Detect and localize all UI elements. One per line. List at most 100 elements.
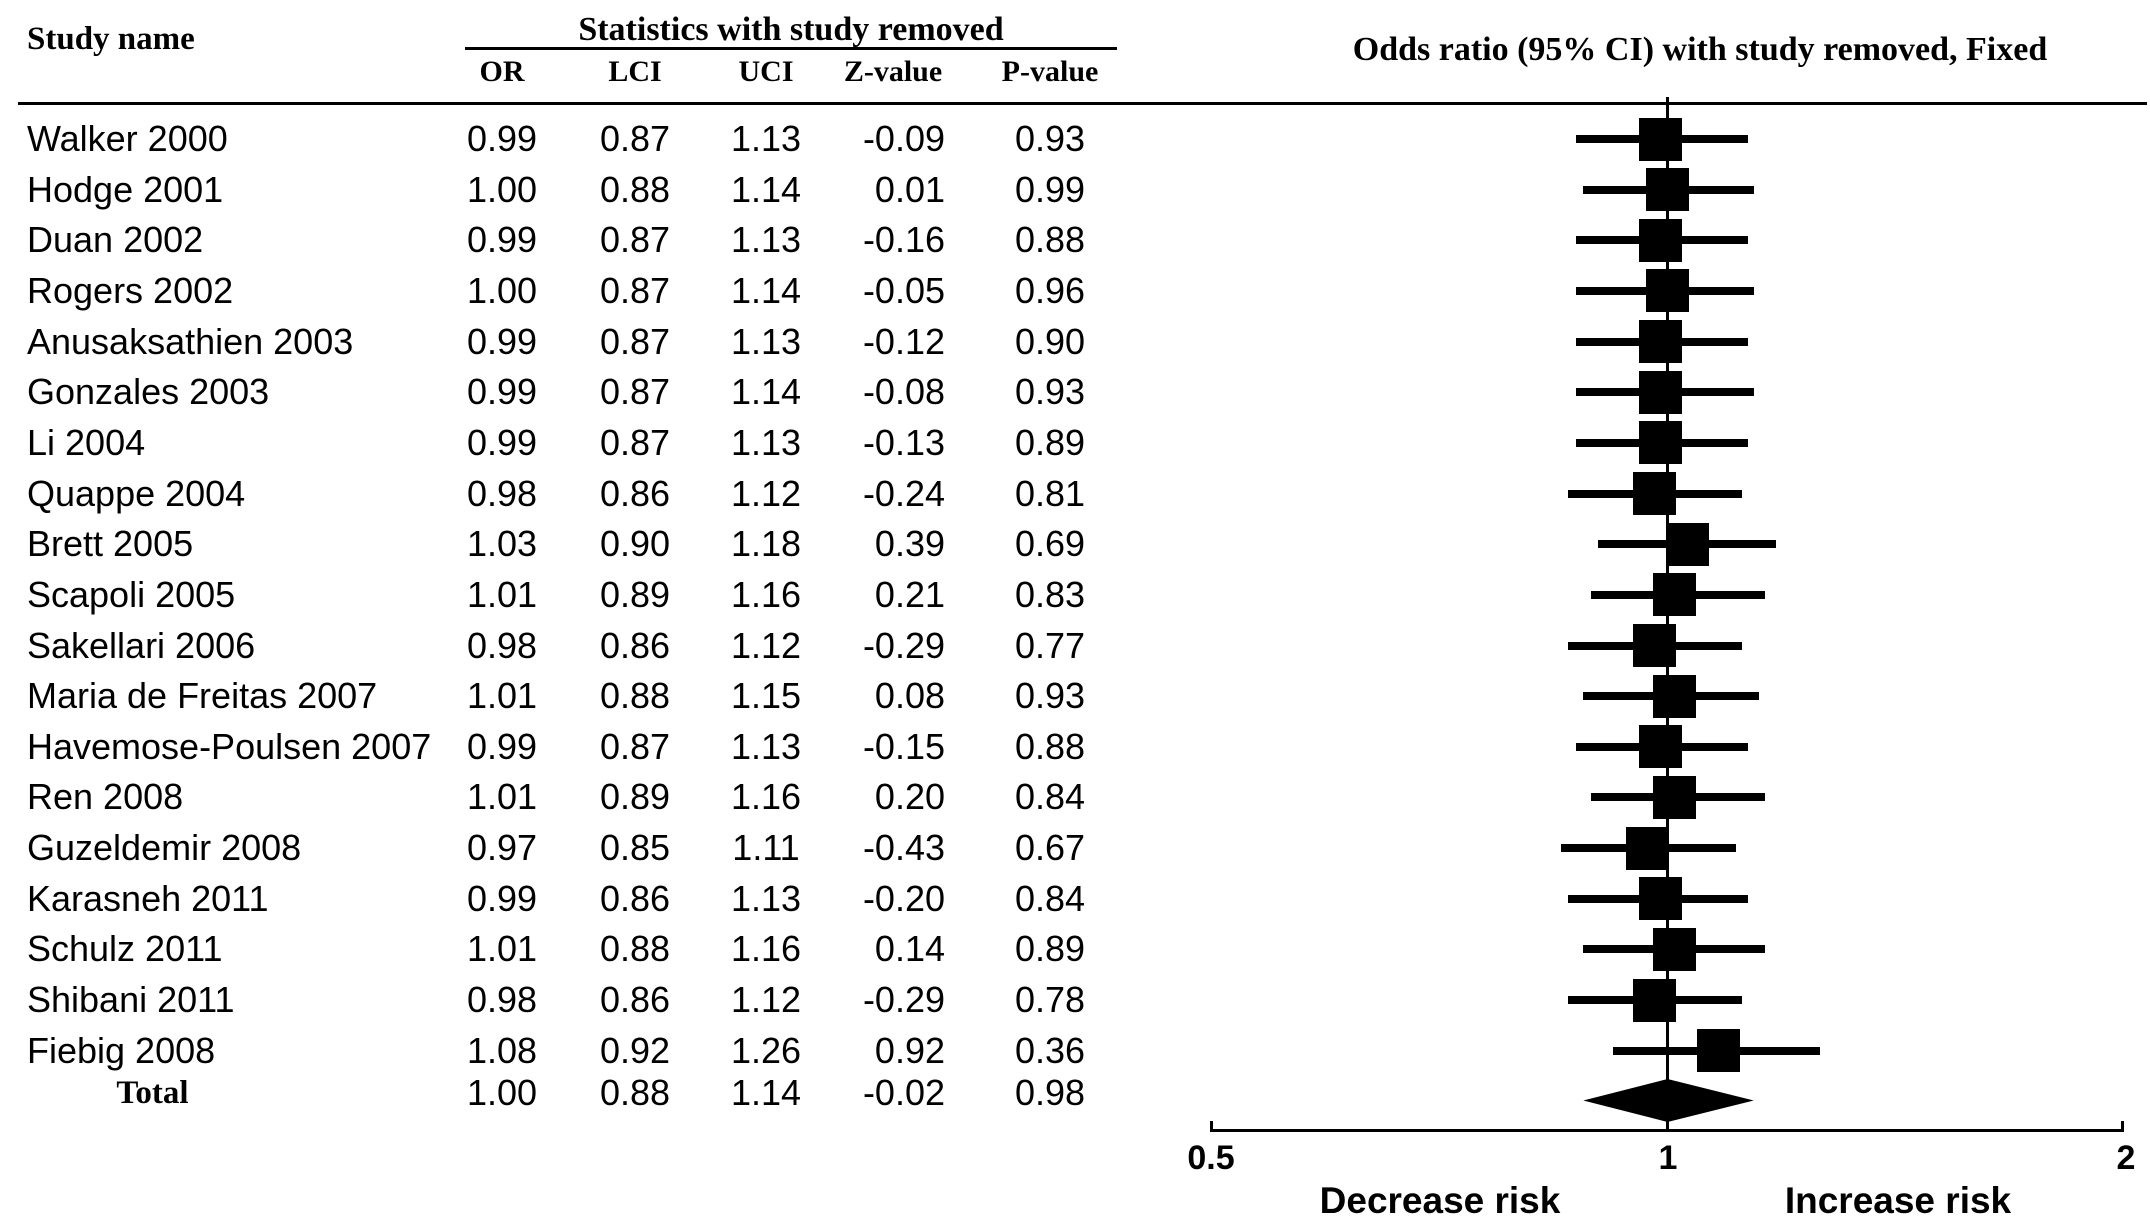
p-value-cell: 0.89	[1014, 421, 1086, 463]
study-name-cell: Anusaksathien 2003	[27, 320, 354, 362]
lci-cell: 0.89	[599, 573, 671, 615]
effect-square	[1632, 978, 1676, 1022]
or-cell: 1.01	[466, 928, 538, 970]
increase-risk-label: Increase risk	[1784, 1180, 2012, 1221]
or-cell: 1.00	[466, 168, 538, 210]
effect-square	[1646, 168, 1689, 212]
uci-cell: 1.13	[730, 320, 802, 362]
lci-cell: 0.87	[599, 269, 671, 311]
study-name-cell: Quappe 2004	[27, 472, 246, 514]
column-header-z-value: Z-value	[843, 55, 943, 88]
study-name-cell: Li 2004	[27, 421, 146, 463]
or-cell: 1.01	[466, 573, 538, 615]
uci-cell: 1.14	[730, 168, 802, 210]
lci-cell: 0.92	[599, 1029, 671, 1071]
z-value-cell: -0.16	[862, 219, 945, 261]
effect-square	[1696, 1029, 1740, 1073]
effect-square	[1639, 218, 1683, 262]
plot-title: Odds ratio (95% CI) with study removed, …	[1352, 31, 2048, 68]
p-value-cell: 0.88	[1014, 219, 1086, 261]
effect-square	[1652, 674, 1696, 718]
column-header-uci: UCI	[738, 55, 794, 88]
uci-cell: 1.14	[730, 1072, 802, 1113]
or-cell: 1.00	[466, 1072, 538, 1113]
effect-square	[1652, 775, 1696, 819]
or-cell: 0.99	[466, 725, 538, 767]
effect-square	[1665, 522, 1709, 566]
study-name-cell: Rogers 2002	[27, 269, 234, 311]
uci-cell: 1.13	[730, 725, 802, 767]
z-value-cell: -0.13	[862, 421, 945, 463]
lci-cell: 0.88	[599, 675, 671, 717]
uci-cell: 1.11	[732, 827, 800, 869]
z-value-cell: -0.08	[862, 371, 945, 413]
x-axis-tick-right	[2121, 1121, 2124, 1132]
lci-cell: 0.87	[599, 320, 671, 362]
x-axis-tick-center	[1666, 1121, 1669, 1132]
z-value-cell: -0.09	[862, 118, 945, 159]
uci-cell: 1.13	[730, 421, 802, 463]
or-cell: 1.01	[466, 675, 538, 717]
uci-cell: 1.13	[730, 219, 802, 261]
p-value-cell: 0.93	[1014, 371, 1086, 413]
z-value-cell: 0.21	[874, 573, 945, 615]
study-name-cell: Gonzales 2003	[27, 371, 270, 413]
or-cell: 1.00	[466, 269, 538, 311]
effect-square	[1639, 370, 1683, 414]
lci-cell: 0.87	[599, 219, 671, 261]
z-value-cell: -0.43	[862, 827, 945, 869]
or-cell: 1.01	[466, 776, 538, 818]
or-cell: 0.99	[466, 421, 538, 463]
x-tick-label-0-5: 0.5	[1187, 1139, 1235, 1177]
lci-cell: 0.85	[599, 827, 671, 869]
or-cell: 0.98	[466, 624, 538, 666]
z-value-cell: -0.29	[862, 624, 945, 666]
or-cell: 0.97	[466, 827, 538, 869]
p-value-cell: 0.77	[1014, 624, 1086, 666]
x-tick-label-1: 1	[1658, 1139, 1678, 1177]
effect-square	[1652, 927, 1696, 971]
lci-cell: 0.87	[599, 371, 671, 413]
lci-cell: 0.87	[599, 421, 671, 463]
or-cell: 1.03	[466, 523, 538, 565]
or-cell: 0.98	[466, 979, 538, 1021]
effect-square	[1639, 117, 1683, 161]
effect-square	[1639, 877, 1683, 921]
uci-cell: 1.13	[730, 118, 802, 159]
uci-cell: 1.12	[730, 624, 802, 666]
x-tick-label-2: 2	[2116, 1139, 2136, 1177]
z-value-cell: -0.29	[862, 979, 945, 1021]
study-column-header: Study name	[27, 21, 195, 57]
lci-cell: 0.90	[599, 523, 671, 565]
study-name-cell: Guzeldemir 2008	[27, 827, 302, 869]
study-name-cell: Brett 2005	[27, 523, 194, 565]
or-cell: 0.99	[466, 118, 538, 159]
p-value-cell: 0.90	[1014, 320, 1086, 362]
lci-cell: 0.86	[599, 472, 671, 514]
p-value-cell: 0.93	[1014, 118, 1086, 159]
uci-cell: 1.13	[730, 877, 802, 919]
or-cell: 1.08	[466, 1029, 538, 1071]
column-header-lci: LCI	[608, 55, 662, 88]
study-name-cell: Hodge 2001	[27, 168, 224, 210]
or-cell: 0.99	[466, 371, 538, 413]
z-value-cell: -0.02	[862, 1072, 945, 1113]
p-value-cell: 0.89	[1014, 928, 1086, 970]
z-value-cell: -0.05	[862, 269, 945, 311]
z-value-cell: -0.20	[862, 877, 945, 919]
decrease-risk-label: Decrease risk	[1319, 1180, 1561, 1221]
header-rule	[18, 102, 2147, 105]
p-value-cell: 0.83	[1014, 573, 1086, 615]
uci-cell: 1.16	[730, 776, 802, 818]
p-value-cell: 0.81	[1014, 472, 1086, 514]
summary-diamond	[1583, 1079, 1754, 1122]
lci-cell: 0.88	[599, 168, 671, 210]
study-name-cell: Karasneh 2011	[27, 877, 269, 919]
p-value-cell: 0.98	[1014, 1072, 1086, 1113]
column-header-or: OR	[479, 55, 525, 88]
lci-cell: 0.88	[599, 928, 671, 970]
effect-square	[1639, 725, 1683, 769]
p-value-cell: 0.67	[1014, 827, 1086, 869]
study-name-cell: Havemose-Poulsen 2007	[27, 725, 432, 767]
